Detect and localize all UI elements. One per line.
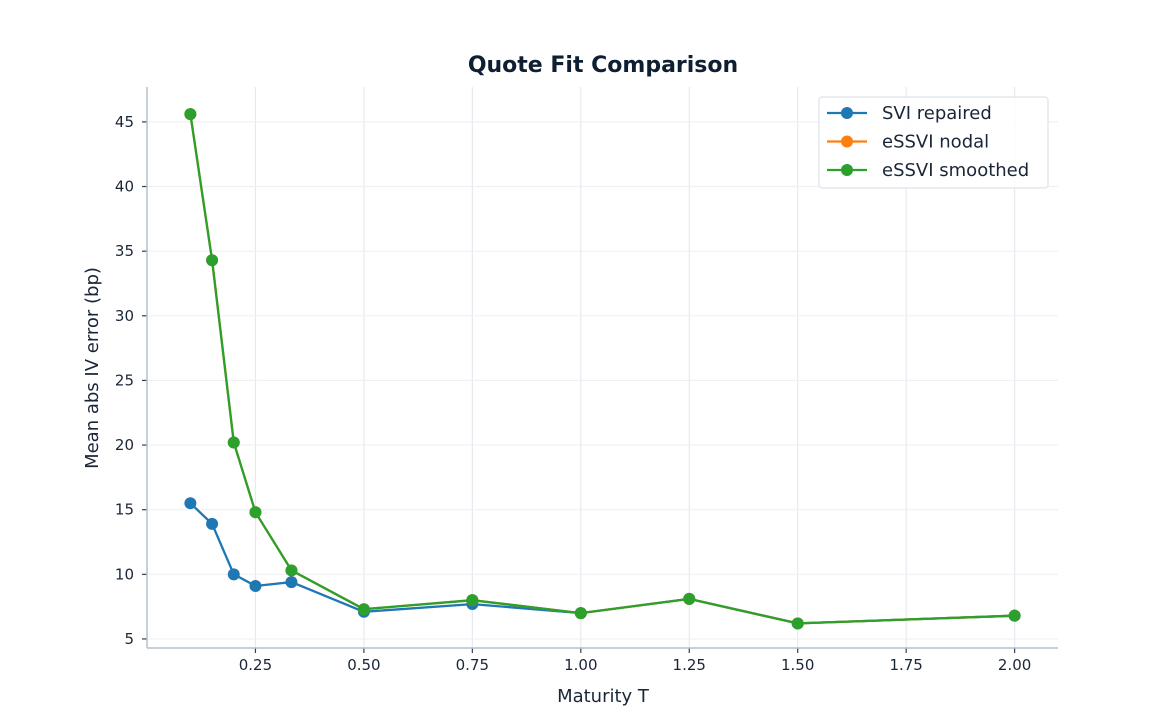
x-tick-label: 2.00 [998,656,1031,674]
y-tick-label: 25 [115,371,134,389]
series-line [189,502,1015,625]
legend-label: eSSVI nodal [882,132,989,153]
y-tick-label: 5 [124,630,134,648]
y-tick-label: 45 [115,113,134,131]
series-group [184,108,1021,630]
data-point-marker [285,564,298,577]
data-point-marker [206,517,219,530]
y-tick-label: 35 [115,242,134,260]
data-point-marker [285,576,298,589]
series-essvi-smoothed [184,108,1021,630]
x-tick-label: 0.50 [347,656,380,674]
series-line [189,113,1015,625]
legend-label: eSSVI smoothed [882,160,1029,181]
chart-title: Quote Fit Comparison [468,53,738,78]
x-tick-label: 1.50 [781,656,814,674]
series-line [189,113,1015,625]
x-tick-label: 0.75 [456,656,489,674]
legend-label: SVI repaired [882,103,992,124]
legend: SVI repaired eSSVI nodal eSSVI smoothed [818,96,1049,189]
data-point-marker [227,436,240,449]
data-point-marker [227,568,240,581]
legend-entry: eSSVI nodal [827,132,989,153]
data-point-marker [249,579,262,592]
data-point-marker [184,108,197,121]
x-tick-label: 1.75 [889,656,922,674]
legend-marker-icon [841,107,853,119]
y-axis-label: Mean abs IV error (bp) [82,267,103,469]
data-point-marker [206,254,219,267]
data-point-marker [791,617,804,630]
grid [147,87,1058,648]
data-point-marker [683,592,696,605]
x-tick-label: 1.25 [673,656,706,674]
data-point-marker [574,607,587,620]
y-tick-label: 20 [115,436,134,454]
y-tick-label: 15 [115,501,134,519]
legend-box [818,96,1049,189]
y-tick-label: 30 [115,307,134,325]
legend-marker-icon [841,135,853,148]
data-point-marker [357,603,370,616]
legend-entry: SVI repaired [827,103,992,124]
data-point-marker [249,506,262,519]
data-point-marker [466,594,479,607]
legend-entry: eSSVI smoothed [827,160,1029,181]
x-axis-label: Maturity T [557,686,650,707]
y-tick-label: 10 [115,565,134,583]
x-tick-label: 1.00 [564,656,597,674]
y-tick-label: 40 [115,178,134,196]
legend-marker-icon [841,164,853,176]
axes: 0.25 0.50 0.75 1.00 1.25 1.50 1.75 2.00 5 10 15 20 2… [115,87,1058,674]
data-point-marker [1008,609,1021,622]
data-point-marker [184,497,197,510]
x-tick-label: 0.25 [239,656,272,674]
